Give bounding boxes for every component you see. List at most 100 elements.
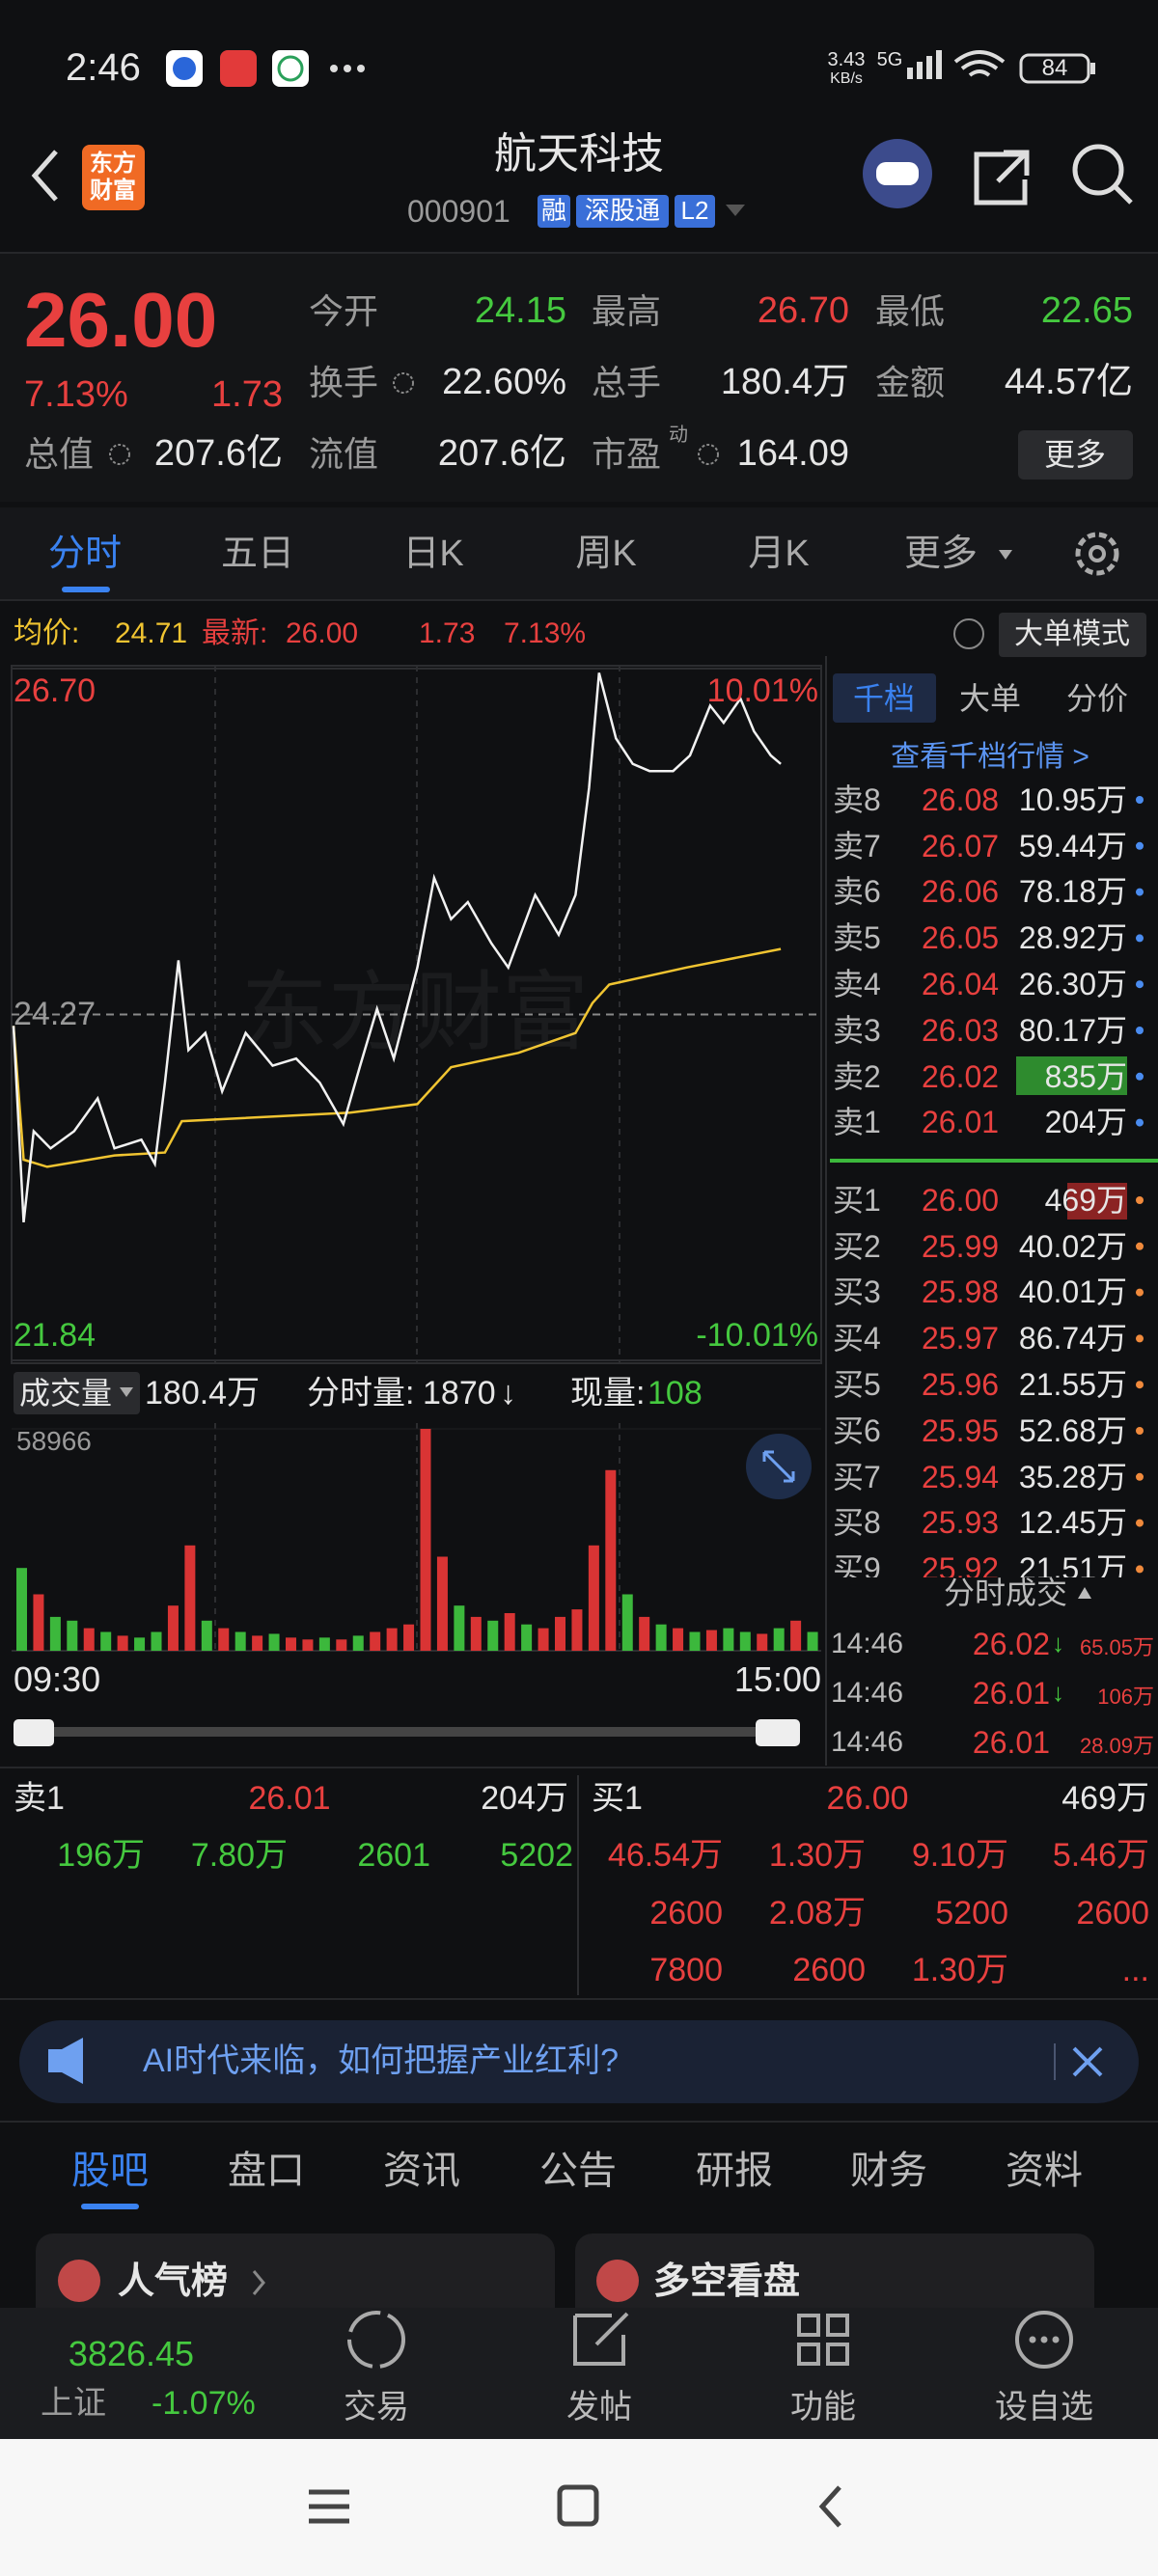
section-tab[interactable]: 财务 [850,2150,927,2192]
nav-label[interactable]: 交易 [344,2388,409,2425]
book-dot [1136,1427,1144,1435]
nav-icon[interactable] [1015,2311,1073,2369]
mode-button[interactable] [999,613,1146,657]
section-tab[interactable]: 研报 [696,2150,773,2192]
order-item: 5202 [500,1836,573,1874]
search-button[interactable] [1072,144,1124,196]
nav-icon[interactable] [347,2311,405,2369]
home-button[interactable] [557,2484,599,2527]
chart-tab[interactable]: 日K [402,534,464,575]
nav-icon[interactable] [797,2314,849,2366]
section-tab[interactable]: 盘口 [228,2150,305,2192]
y-tick-label: 26.70 [14,671,96,709]
chart-tab[interactable]: 分时 [47,534,123,575]
pct-label: 10.01% [706,671,818,709]
book-dot [1136,888,1144,896]
trade-volume: 106万 [1097,1684,1154,1709]
dropdown-arrow[interactable] [999,550,1012,560]
info-icon[interactable] [698,444,719,465]
card-title[interactable]: 人气榜 [118,2261,229,2303]
pct-label: -10.01% [696,1316,818,1354]
menu-button[interactable] [309,2489,349,2524]
help-button[interactable] [953,618,984,649]
back-button[interactable] [31,150,58,202]
nav-icon[interactable] [573,2312,629,2366]
book-tab[interactable]: 千档 [852,680,916,716]
section-tab[interactable]: 资料 [1006,2150,1083,2192]
badge [576,195,669,228]
card-title[interactable]: 多空看盘 [653,2261,801,2303]
tab-underline [81,2204,139,2209]
dropdown-arrow[interactable] [726,205,745,216]
section-tab[interactable]: 资讯 [383,2150,460,2192]
nav-label[interactable]: 功能 [790,2388,856,2425]
settings-button[interactable] [1075,532,1119,576]
section-tab[interactable]: 股吧 [71,2150,149,2192]
robot-face [876,162,919,185]
banner-text[interactable]: AI时代来临，如何把握产业红利? [143,2042,620,2079]
field-label: 总值 [24,434,95,475]
book-tab[interactable]: 大单 [958,680,1022,716]
more-button[interactable] [1018,430,1133,480]
banner[interactable] [19,2020,1139,2103]
book-volume: 59.44万 [1018,828,1127,863]
last-price: 26.00 [24,277,218,363]
nav-label[interactable]: 设自选 [995,2388,1093,2425]
chart-tab[interactable]: 更多 [903,534,979,575]
nav-label[interactable]: 发帖 [566,2388,632,2425]
book-price: 25.97 [922,1321,1000,1357]
book-level: 买4 [833,1321,881,1357]
volume-selector[interactable] [14,1372,140,1414]
field-label: 市盈 [592,434,662,475]
order-volume: 204万 [481,1779,568,1817]
scroll-handle[interactable] [756,1719,800,1746]
collapse-arrow[interactable] [1078,1587,1091,1599]
stock-name: 航天科技 [494,129,664,178]
volume-bar [504,1612,515,1651]
volume-bar [705,1630,717,1651]
chart-tab[interactable]: 月K [748,534,810,575]
net-unit: KB/s [830,70,863,88]
mode-button-text[interactable]: 大单模式 [1014,618,1130,650]
volume-bar [184,1545,196,1651]
trade-time: 14:46 [831,1628,904,1659]
volume-bar [588,1545,599,1651]
index-value[interactable]: 3826.45 [68,2334,195,2374]
book-volume: 10.95万 [1018,781,1127,817]
order-item: 5200 [935,1894,1008,1932]
back-nav-button[interactable] [818,2485,841,2528]
divider [0,2121,1158,2123]
trade-volume: 28.09万 [1079,1733,1154,1758]
volume-bar [403,1624,415,1651]
order-side: 买1 [592,1779,643,1817]
volume-selector-text[interactable]: 成交量 [19,1375,113,1411]
field-label-sup: 动 [669,425,688,446]
info-icon[interactable] [109,444,130,465]
trades-title[interactable]: 分时成交 [943,1575,1068,1610]
field-value: 164.09 [736,433,849,475]
book-volume: 26.30万 [1018,967,1127,1001]
share-button[interactable] [974,150,1030,206]
more-button-text[interactable]: 更多 [1043,436,1107,472]
quote-bg [0,253,1158,502]
card-icon [596,2260,639,2302]
card-icon [58,2260,100,2302]
chart-tab[interactable]: 周K [575,534,637,575]
volume-bar [521,1624,533,1651]
section-tab[interactable]: 公告 [539,2150,617,2192]
order-item: ... [1121,1951,1149,1988]
scroll-handle[interactable] [14,1719,54,1746]
y-tick-label: 58966 [16,1426,92,1457]
volume-bar [100,1631,112,1651]
field-value: 44.57亿 [1004,362,1133,403]
info-icon[interactable] [393,372,414,394]
book-link[interactable]: 查看千档行情 > [891,741,1089,773]
time-label: 09:30 [14,1659,101,1700]
logo[interactable] [82,145,145,210]
chart-tab[interactable]: 五日 [220,534,295,575]
book-volume: 835万 [1044,1058,1127,1094]
book-tab[interactable]: 分价 [1065,680,1129,716]
trade-volume: 65.05万 [1079,1634,1154,1659]
close-button[interactable] [1072,2046,1103,2077]
badge-text: 深股通 [584,196,661,226]
